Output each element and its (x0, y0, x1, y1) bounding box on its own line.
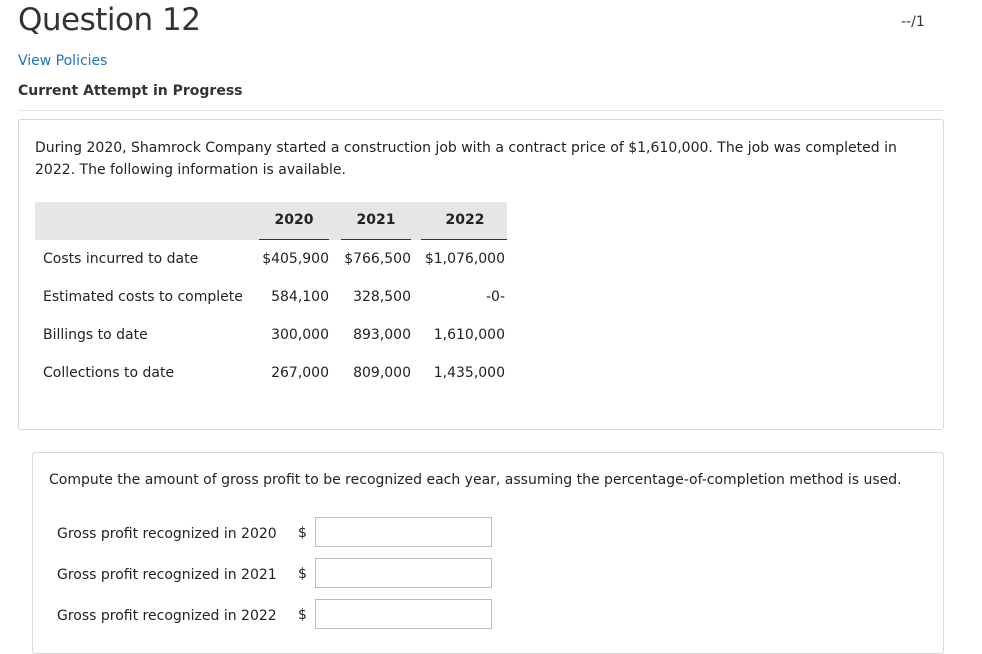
currency-symbol: $ (298, 525, 307, 541)
column-header-2022: 2022 (445, 212, 485, 228)
table-cell: 267,000 (271, 365, 329, 381)
row-label: Collections to date (43, 365, 175, 381)
table-cell: 809,000 (353, 365, 411, 381)
column-underline (259, 239, 329, 240)
table-cell: -0- (485, 289, 505, 305)
table-cell: 1,610,000 (433, 327, 505, 343)
table-cell: 300,000 (271, 327, 329, 343)
problem-panel: During 2020, Shamrock Company started a … (18, 119, 944, 430)
question-title: Question 12 (18, 2, 201, 38)
column-header-2020: 2020 (274, 212, 314, 228)
row-label: Costs incurred to date (43, 251, 199, 267)
gross-profit-2022-label: Gross profit recognized in 2022 (57, 608, 277, 624)
table-cell: 328,500 (353, 289, 411, 305)
gross-profit-2021-input[interactable] (315, 558, 492, 588)
gross-profit-2022-input[interactable] (315, 599, 492, 629)
gross-profit-2021-label: Gross profit recognized in 2021 (57, 567, 277, 583)
gross-profit-2020-label: Gross profit recognized in 2020 (57, 526, 277, 542)
table-cell: 893,000 (353, 327, 411, 343)
header-divider (18, 110, 944, 111)
row-label: Estimated costs to complete (43, 289, 243, 305)
question-text: Compute the amount of gross profit to be… (49, 472, 902, 488)
currency-symbol: $ (298, 566, 307, 582)
table-header-row: 2020 2021 2022 (35, 202, 507, 240)
view-policies-link[interactable]: View Policies (18, 53, 108, 69)
table-cell: $405,900 (262, 251, 329, 267)
score-indicator: --/1 (901, 14, 925, 30)
problem-text: During 2020, Shamrock Company started a … (35, 140, 897, 178)
column-underline (341, 239, 411, 240)
table-cell: $766,500 (344, 251, 411, 267)
column-underline (421, 239, 507, 240)
table-cell: $1,076,000 (424, 251, 505, 267)
row-label: Billings to date (43, 327, 148, 343)
answer-panel: Compute the amount of gross profit to be… (32, 452, 944, 654)
gross-profit-2020-input[interactable] (315, 517, 492, 547)
table-cell: 1,435,000 (433, 365, 505, 381)
column-header-2021: 2021 (356, 212, 396, 228)
attempt-status: Current Attempt in Progress (18, 83, 243, 99)
table-cell: 584,100 (271, 289, 329, 305)
currency-symbol: $ (298, 607, 307, 623)
